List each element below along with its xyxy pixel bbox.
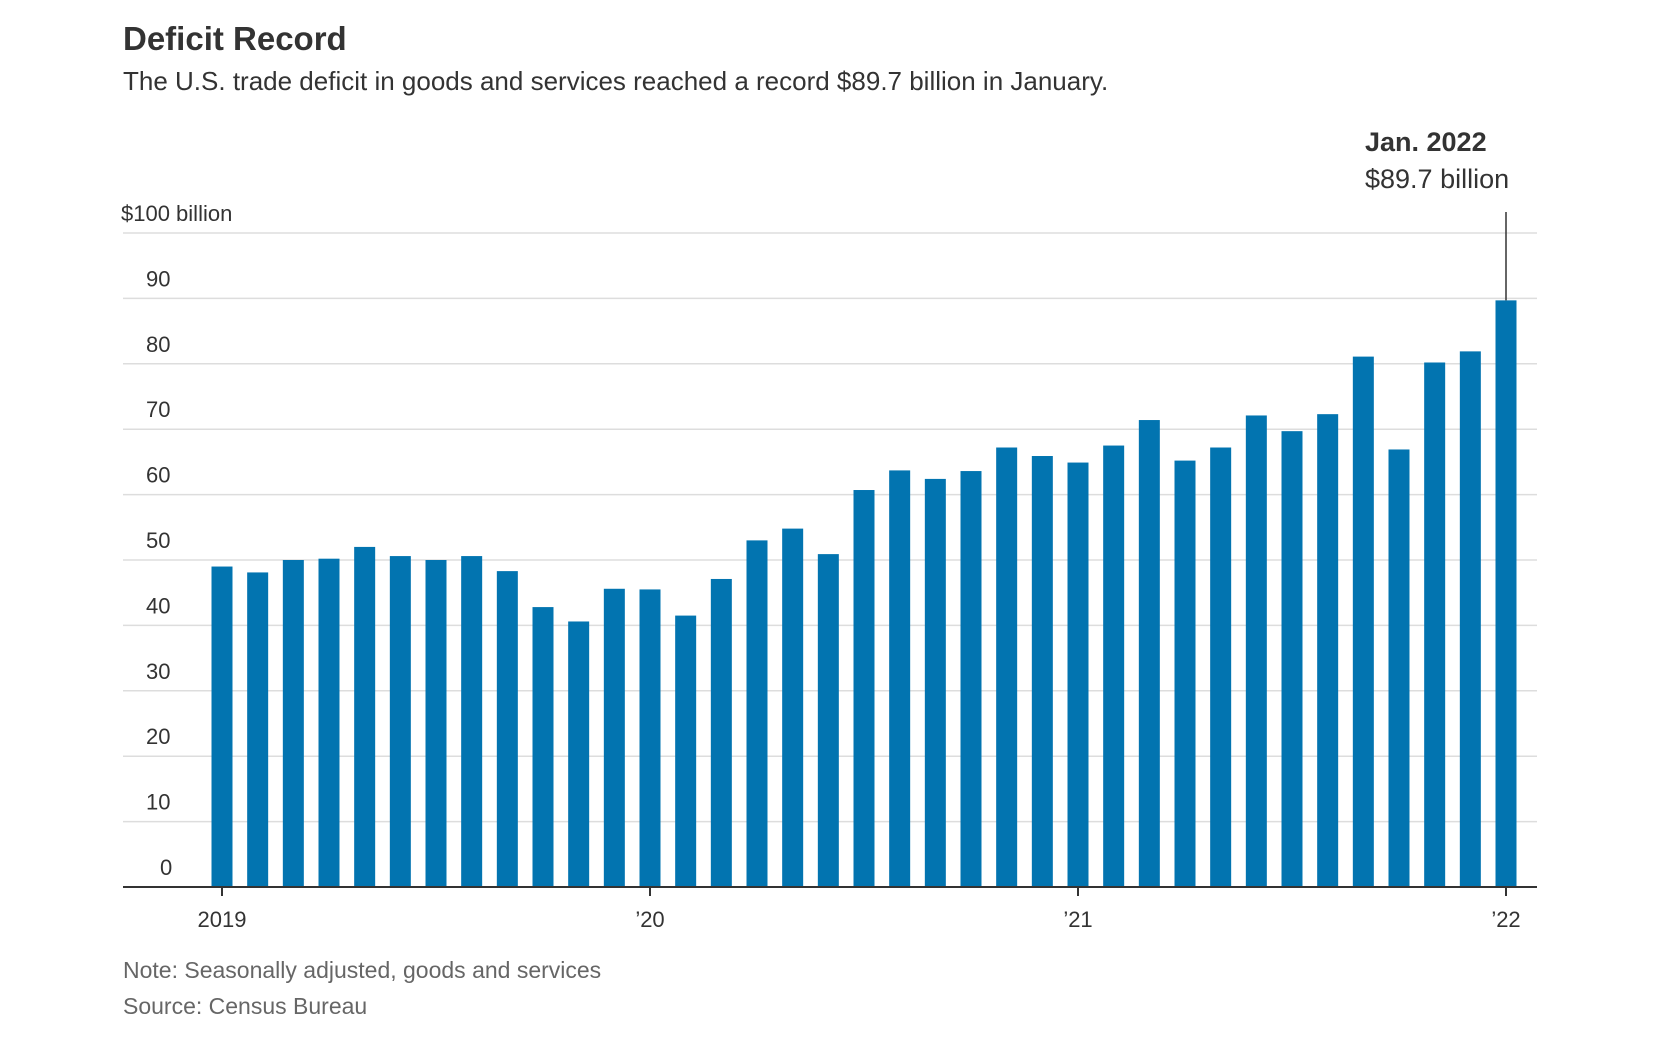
x-tick-label-2019: 2019 <box>198 907 247 932</box>
bar-2020-09 <box>924 478 946 887</box>
bar-2021-04 <box>1174 460 1196 887</box>
bar-2020-03 <box>710 578 732 887</box>
y-tick-label-10: 10 <box>146 790 170 815</box>
chart-title: Deficit Record <box>123 20 347 57</box>
bar-2019-08 <box>461 556 483 887</box>
bar-2019-03 <box>282 560 304 887</box>
bar-2021-11 <box>1424 362 1446 887</box>
bar-2021-10 <box>1388 449 1410 887</box>
bar-2020-05 <box>782 528 804 887</box>
bar-2022-01 <box>1495 300 1517 887</box>
bar-2019-06 <box>389 556 411 887</box>
bar-2019-07 <box>425 560 447 887</box>
annotation-date: Jan. 2022 <box>1365 127 1487 157</box>
chart-subtitle: The U.S. trade deficit in goods and serv… <box>123 66 1109 96</box>
x-tick-label-’21: ’21 <box>1063 907 1092 932</box>
bar-2021-12 <box>1459 351 1481 887</box>
bar-2021-08 <box>1317 414 1339 887</box>
bar-2020-11 <box>996 447 1018 887</box>
bar-2019-04 <box>318 558 340 887</box>
y-tick-label-60: 60 <box>146 463 170 488</box>
bar-2019-05 <box>354 546 376 887</box>
bar-2021-06 <box>1245 415 1267 887</box>
bar-2021-09 <box>1352 356 1374 888</box>
bar-2019-12 <box>603 588 625 887</box>
y-tick-label-100: $100 billion <box>121 201 232 226</box>
bar-2019-02 <box>247 572 269 887</box>
bar-2021-07 <box>1281 431 1303 887</box>
bar-2021-05 <box>1210 447 1232 887</box>
bar-2019-11 <box>568 621 590 887</box>
x-tick-label-’20: ’20 <box>635 907 664 932</box>
bar-2021-01 <box>1067 462 1089 887</box>
bar-2019-01 <box>211 566 233 887</box>
bar-2020-01 <box>639 589 661 887</box>
y-tick-label-50: 50 <box>146 528 170 553</box>
bar-2021-03 <box>1138 420 1160 887</box>
bar-2020-07 <box>853 490 875 887</box>
y-tick-label-20: 20 <box>146 724 170 749</box>
bar-2020-02 <box>675 615 697 887</box>
y-tick-label-70: 70 <box>146 397 170 422</box>
bar-2019-10 <box>532 607 554 887</box>
bar-2021-02 <box>1103 445 1125 887</box>
y-axis-labels: 0 10 20 30 40 50 60 70 80 90 $100 billion <box>121 201 232 880</box>
y-tick-label-0: 0 <box>160 855 172 880</box>
bars <box>211 300 1517 888</box>
chart-note: Note: Seasonally adjusted, goods and ser… <box>123 957 602 983</box>
bar-2020-10 <box>960 471 982 887</box>
bar-2019-09 <box>496 571 518 887</box>
bar-2020-08 <box>889 470 911 887</box>
y-tick-label-80: 80 <box>146 332 170 357</box>
bar-2020-04 <box>746 540 768 887</box>
y-tick-label-90: 90 <box>146 266 170 291</box>
chart-source: Source: Census Bureau <box>123 993 368 1019</box>
x-axis: 2019 ’20 ’21 ’22 <box>123 886 1537 932</box>
bar-2020-12 <box>1031 456 1053 887</box>
y-tick-label-30: 30 <box>146 659 170 684</box>
bar-2020-06 <box>817 554 839 887</box>
x-tick-label-’22: ’22 <box>1491 907 1520 932</box>
y-tick-label-40: 40 <box>146 593 170 618</box>
annotation-value: $89.7 billion <box>1365 164 1510 194</box>
